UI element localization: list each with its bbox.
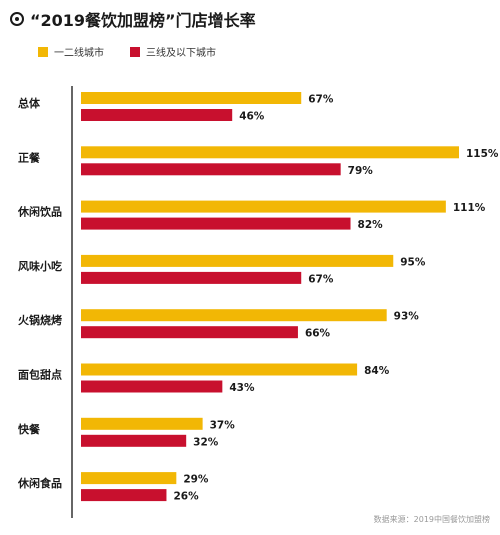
category-label: 正餐 (18, 150, 41, 164)
legend-item-series-2: 三线及以下城市 (130, 44, 216, 59)
legend: 一二线城市 三线及以下城市 (38, 44, 242, 59)
bar-series-1 (81, 363, 358, 376)
bar-series-2 (81, 489, 167, 502)
bar-series-1 (81, 472, 177, 485)
bar-series-1 (81, 254, 394, 267)
data-label: 66% (305, 328, 331, 340)
bar-series-2 (81, 380, 223, 393)
bar-series-2 (81, 109, 233, 121)
data-label: 43% (229, 382, 255, 394)
category-label: 休闲饮品 (17, 205, 62, 219)
bar-series-2 (81, 217, 351, 230)
data-label: 67% (308, 94, 334, 106)
bar-series-1 (81, 200, 446, 213)
data-label: 82% (358, 219, 384, 231)
bar-series-1 (81, 417, 203, 430)
data-label: 93% (394, 311, 420, 323)
category-label: 总体 (18, 96, 41, 110)
legend-item-series-1: 一二线城市 (38, 44, 104, 59)
bar-series-1 (81, 92, 302, 104)
bar-series-2 (81, 326, 298, 339)
data-label: 32% (193, 436, 219, 448)
data-label: 46% (239, 111, 265, 123)
bar-series-1 (81, 146, 459, 159)
target-icon (10, 12, 24, 26)
bar-series-2 (81, 434, 187, 447)
category-label: 风味小吃 (18, 259, 62, 273)
category-label: 火锅烧烤 (18, 313, 62, 327)
legend-swatch-series-2 (130, 46, 140, 57)
data-label: 111% (453, 202, 486, 214)
legend-label-series-2: 三线及以下城市 (146, 48, 216, 59)
bar-series-2 (81, 163, 341, 176)
category-label: 快餐 (17, 422, 41, 436)
category-label: 休闲食品 (17, 476, 62, 490)
data-label: 67% (308, 273, 334, 285)
data-label: 79% (348, 165, 374, 177)
data-label: 26% (173, 491, 199, 503)
data-label: 29% (183, 474, 209, 486)
legend-swatch-series-1 (38, 46, 48, 57)
data-label: 115% (466, 148, 499, 160)
data-label: 84% (364, 365, 390, 377)
legend-label-series-1: 一二线城市 (54, 48, 104, 59)
source-note: 数据来源：2019中国餐饮加盟榜 (373, 515, 490, 524)
chart-title: “2019餐饮加盟榜”门店增长率 (30, 11, 256, 30)
data-label: 95% (400, 256, 426, 268)
title-row: “2019餐饮加盟榜”门店增长率 (10, 6, 256, 32)
category-label: 面包甜点 (18, 368, 62, 382)
bar-series-2 (81, 271, 302, 284)
bar-series-1 (81, 309, 387, 322)
data-label: 37% (210, 419, 236, 431)
